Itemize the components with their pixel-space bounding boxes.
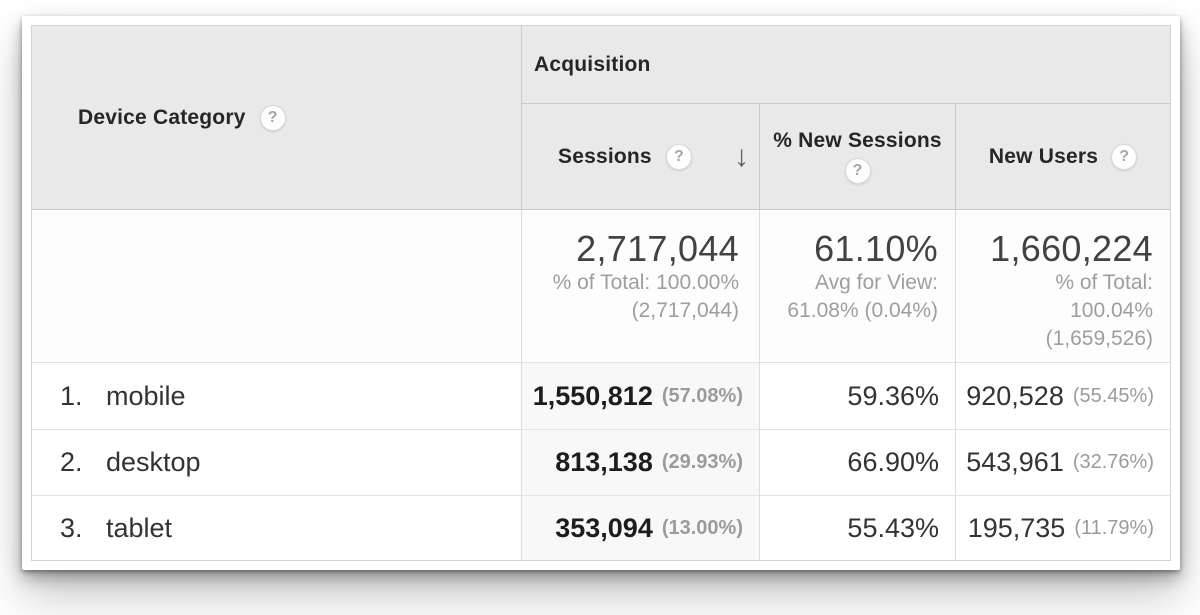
sessions-cell: 813,138 (29.93%) — [522, 429, 760, 495]
sessions-percent: (57.08%) — [661, 384, 743, 407]
percent-new-sessions-value: 55.43% — [847, 512, 939, 543]
sessions-value: 1,550,812 — [532, 380, 653, 411]
percent-new-sessions-avg-value: 61.10% — [814, 228, 938, 269]
device-category-help-icon[interactable]: ? — [259, 104, 286, 131]
sort-descending-icon: ↓ — [734, 139, 749, 173]
new-users-value: 195,735 — [967, 512, 1066, 543]
device-name[interactable]: desktop — [106, 447, 201, 477]
device-category-table: Device Category ? Acquisition Sessions ?… — [31, 25, 1171, 561]
percent-new-sessions-value: 59.36% — [847, 380, 939, 411]
new-users-cell: 195,735 (11.79%) — [956, 495, 1170, 560]
summary-dimension-cell — [32, 210, 522, 363]
new-users-percent: (11.79%) — [1074, 516, 1154, 539]
new-users-label: New Users — [988, 144, 1099, 168]
percent-new-sessions-help-icon[interactable]: ? — [844, 158, 871, 184]
percent-new-sessions-value: 66.90% — [847, 447, 939, 477]
percent-new-sessions-avg-cell: 61.10% Avg for View: 61.08% (0.04%) — [760, 210, 956, 363]
acquisition-group-header: Acquisition — [522, 26, 1170, 104]
table-row-device-cell: 1. mobile — [32, 363, 522, 429]
sessions-help-icon[interactable]: ? — [665, 143, 692, 170]
device-category-label: Device Category — [78, 105, 246, 129]
row-index: 1. — [60, 380, 83, 411]
new-users-help-icon[interactable]: ? — [1111, 143, 1138, 170]
sessions-label: Sessions — [558, 144, 652, 168]
sessions-value: 353,094 — [555, 512, 653, 543]
percent-new-sessions-cell: 66.90% — [760, 429, 956, 495]
sessions-total-subtext: % of Total: 100.00% (2,717,044) — [552, 271, 739, 323]
percent-new-sessions-cell: 59.36% — [760, 363, 956, 429]
percent-new-sessions-avg-subtext: Avg for View: 61.08% (0.04%) — [787, 271, 938, 323]
sessions-column-header[interactable]: Sessions ? ↓ — [522, 104, 760, 210]
sessions-total-cell: 2,717,044 % of Total: 100.00% (2,717,044… — [522, 210, 760, 363]
new-users-total-subtext: % of Total: 100.04% (1,659,526) — [1045, 271, 1153, 350]
new-users-cell: 920,528 (55.45%) — [956, 363, 1170, 429]
analytics-table-widget: Device Category ? Acquisition Sessions ?… — [22, 16, 1180, 570]
row-index: 2. — [60, 447, 83, 477]
percent-new-sessions-label: % New Sessions — [773, 129, 942, 152]
sessions-value: 813,138 — [555, 447, 653, 477]
device-category-column-header[interactable]: Device Category ? — [32, 26, 522, 210]
sessions-percent: (13.00%) — [661, 516, 743, 539]
new-users-total-value: 1,660,224 — [990, 228, 1153, 269]
new-users-percent: (55.45%) — [1072, 384, 1154, 407]
sessions-percent: (29.93%) — [661, 451, 743, 473]
row-index: 3. — [60, 512, 83, 543]
sessions-cell: 1,550,812 (57.08%) — [522, 363, 760, 429]
new-users-total-cell: 1,660,224 % of Total: 100.04% (1,659,526… — [956, 210, 1170, 363]
device-name[interactable]: mobile — [106, 380, 186, 411]
percent-new-sessions-column-header[interactable]: % New Sessions ? — [760, 104, 956, 210]
table-row-device-cell: 3. tablet — [32, 495, 522, 560]
new-users-value: 920,528 — [966, 380, 1064, 411]
sessions-total-value: 2,717,044 — [576, 228, 739, 269]
new-users-percent: (32.76%) — [1072, 451, 1154, 473]
acquisition-label: Acquisition — [534, 52, 651, 76]
new-users-column-header[interactable]: New Users ? — [956, 104, 1170, 210]
new-users-cell: 543,961 (32.76%) — [956, 429, 1170, 495]
new-users-value: 543,961 — [966, 447, 1064, 477]
device-name[interactable]: tablet — [106, 512, 173, 543]
percent-new-sessions-cell: 55.43% — [760, 495, 956, 560]
sessions-cell: 353,094 (13.00%) — [522, 495, 760, 560]
table-row-device-cell: 2. desktop — [32, 429, 522, 495]
